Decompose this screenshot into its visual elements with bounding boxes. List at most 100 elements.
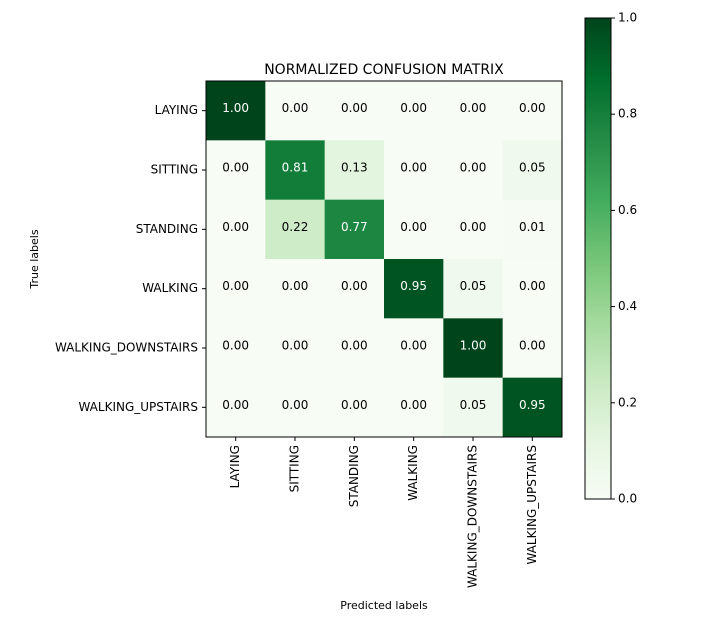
- heatmap-cell: [265, 140, 326, 201]
- heatmap-cell: [265, 259, 326, 319]
- cell-value-label: 0.00: [282, 101, 309, 115]
- colorbar-ticks: 0.0 0.2 0.4 0.6 0.8 1.0: [611, 11, 637, 506]
- heatmap-cell: [206, 259, 266, 319]
- cell-value-label: 1.00: [460, 339, 487, 353]
- x-tick-label: LAYING: [228, 445, 242, 488]
- plot-frame: [205, 80, 563, 438]
- cell-value-label: 0.95: [519, 398, 546, 412]
- heatmap-cell: [265, 199, 326, 260]
- heatmap-cell: [443, 81, 504, 141]
- heatmap-cell: [324, 199, 385, 260]
- x-tick-label: WALKING_UPSTAIRS: [525, 445, 539, 565]
- cell-value-label: 0.00: [460, 220, 487, 234]
- heatmap-cell: [502, 377, 563, 438]
- x-axis-ticks: LAYING SITTING STANDING WALKING WALKING_DOWN…: [228, 437, 539, 588]
- x-tick-label: WALKING: [406, 445, 420, 501]
- y-tick-label: SITTING: [151, 163, 198, 177]
- cell-value-label: 0.00: [341, 279, 368, 293]
- heatmap-cell: [502, 81, 563, 141]
- heatmap-cell: [443, 377, 504, 438]
- cell-value-label: 0.77: [341, 220, 368, 234]
- colorbar-tick-label: 1.0: [618, 11, 637, 25]
- cell-value-label: 1.00: [222, 101, 249, 115]
- colorbar: [584, 17, 612, 500]
- cell-value-label: 0.00: [222, 220, 249, 234]
- heatmap-cell: [206, 81, 266, 141]
- cell-value-label: 0.00: [282, 339, 309, 353]
- cell-value-label: 0.13: [341, 161, 368, 175]
- cell-value-label: 0.01: [519, 220, 546, 234]
- heatmap-cell: [443, 199, 504, 260]
- cell-value-label: 0.00: [341, 339, 368, 353]
- heatmap-cell: [443, 259, 504, 319]
- cell-value-label: 0.00: [519, 279, 546, 293]
- colorbar-tick-label: 0.2: [618, 395, 637, 409]
- cell-value-label: 0.05: [519, 161, 546, 175]
- heatmap-cell: [265, 81, 326, 141]
- heatmap-cell: [502, 259, 563, 319]
- cell-value-label: 0.00: [400, 398, 427, 412]
- cell-value-label: 0.00: [400, 220, 427, 234]
- heatmap-cell: [324, 81, 385, 141]
- heatmap-cell: [443, 318, 504, 379]
- cell-value-label: 0.00: [222, 339, 249, 353]
- x-tick-label: STANDING: [347, 445, 361, 507]
- heatmap-cells: [206, 81, 563, 438]
- heatmap-cell: [324, 140, 385, 201]
- heatmap-cell-labels: 1.00 0.00 0.00 0.00 0.00 0.00 0.00 0.81 0.13 0.00…: [222, 101, 545, 412]
- colorbar-tick-label: 0.4: [618, 299, 637, 313]
- heatmap-cell: [265, 377, 326, 438]
- chart-title: NORMALIZED CONFUSION MATRIX: [264, 62, 504, 78]
- heatmap-cell: [384, 318, 444, 379]
- heatmap-cell: [443, 140, 504, 201]
- heatmap-cell: [324, 259, 385, 319]
- heatmap-cell: [206, 140, 266, 201]
- cell-value-label: 0.00: [282, 279, 309, 293]
- heatmap-cell: [384, 377, 444, 438]
- cell-value-label: 0.22: [282, 220, 309, 234]
- heatmap-cell: [324, 318, 385, 379]
- x-tick-label: SITTING: [288, 445, 302, 492]
- cell-value-label: 0.00: [222, 279, 249, 293]
- cell-value-label: 0.00: [519, 101, 546, 115]
- heatmap-cell: [384, 140, 444, 201]
- y-tick-label: WALKING_DOWNSTAIRS: [55, 341, 198, 355]
- heatmap-cell: [206, 377, 266, 438]
- heatmap-cell: [206, 199, 266, 260]
- y-axis-ticks: LAYING SITTING STANDING WALKING WALKING_DOWN…: [55, 103, 206, 414]
- colorbar-tick-label: 0.8: [618, 107, 637, 121]
- heatmap-cell: [502, 199, 563, 260]
- heatmap-cell: [265, 318, 326, 379]
- heatmap-cell: [324, 377, 385, 438]
- cell-value-label: 0.00: [282, 398, 309, 412]
- cell-value-label: 0.05: [460, 279, 487, 293]
- y-tick-label: LAYING: [155, 103, 198, 117]
- cell-value-label: 0.00: [460, 101, 487, 115]
- heatmap-cell: [502, 140, 563, 201]
- x-tick-label: WALKING_DOWNSTAIRS: [466, 445, 480, 588]
- x-axis-label: Predicted labels: [340, 599, 428, 612]
- colorbar-tick-label: 0.0: [618, 492, 637, 506]
- cell-value-label: 0.00: [341, 398, 368, 412]
- heatmap-cell: [502, 318, 563, 379]
- cell-value-label: 0.00: [460, 161, 487, 175]
- cell-value-label: 0.05: [460, 398, 487, 412]
- cell-value-label: 0.00: [400, 101, 427, 115]
- colorbar-tick-label: 0.6: [618, 203, 637, 217]
- cell-value-label: 0.81: [282, 161, 309, 175]
- heatmap-cell: [384, 259, 444, 319]
- cell-value-label: 0.00: [400, 161, 427, 175]
- heatmap-cell: [384, 81, 444, 141]
- y-tick-label: WALKING_UPSTAIRS: [78, 400, 198, 414]
- heatmap-cell: [206, 318, 266, 379]
- y-axis-label: True labels: [28, 229, 41, 289]
- cell-value-label: 0.95: [400, 279, 427, 293]
- cell-value-label: 0.00: [519, 339, 546, 353]
- y-tick-label: WALKING: [142, 281, 198, 295]
- y-tick-label: STANDING: [136, 222, 198, 236]
- cell-value-label: 0.00: [222, 398, 249, 412]
- heatmap-cell: [384, 199, 444, 260]
- cell-value-label: 0.00: [222, 161, 249, 175]
- cell-value-label: 0.00: [341, 101, 368, 115]
